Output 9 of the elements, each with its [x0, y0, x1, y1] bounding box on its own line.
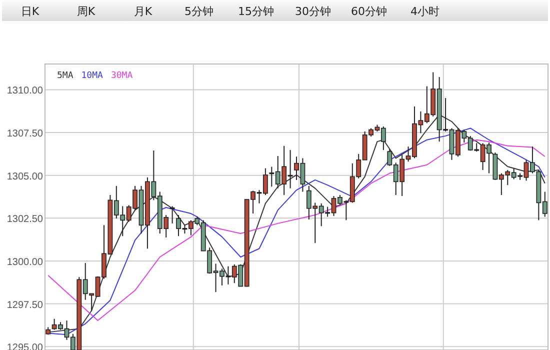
- y-tick-label: 1300.00: [6, 256, 44, 268]
- legend: 5MA 10MA 30MA: [57, 71, 133, 81]
- y-tick-label: 1297.50: [6, 300, 44, 311]
- candlestick: [170, 206, 175, 224]
- y-tick-label: 1310.00: [6, 86, 44, 97]
- y-tick-label: 1305.00: [6, 171, 44, 182]
- tabs: 日K 周K 月K 5分钟 15分钟 30分钟 60分钟 4小时: [20, 5, 440, 18]
- y-tick-label: 1302.50: [6, 214, 44, 226]
- y-tick-label: 1307.50: [6, 128, 44, 140]
